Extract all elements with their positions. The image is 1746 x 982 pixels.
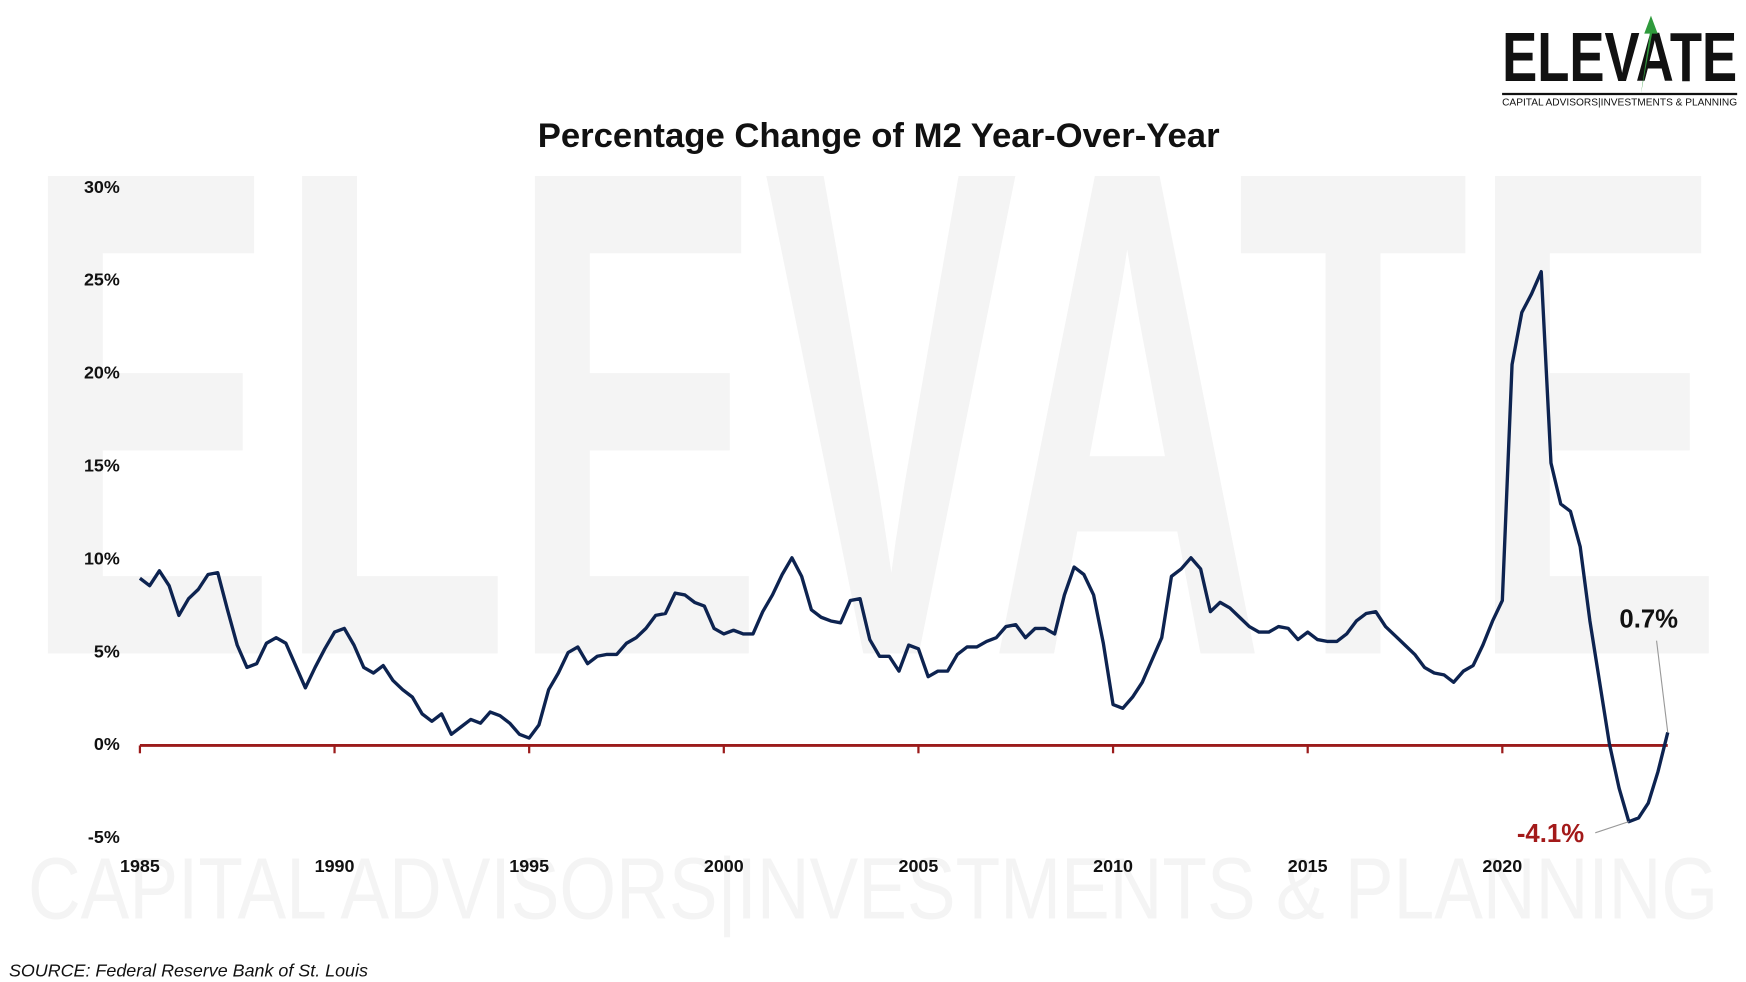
annotation-leader [1595, 821, 1630, 834]
logo-name: ELEVATE [1502, 18, 1737, 96]
annotation-leader [1656, 640, 1669, 733]
x-tick-label: 2015 [1288, 856, 1328, 876]
chart-body: ELEVATE CAPITAL ADVISORS|INVESTMENTS & P… [9, 15, 1737, 980]
x-tick-label: 1985 [120, 856, 160, 876]
x-tick-label: 2005 [899, 856, 939, 876]
annotation: -4.1% [1517, 820, 1584, 848]
x-tick-label: 2000 [704, 856, 744, 876]
watermark-logo: ELEVATE [22, 26, 1723, 801]
logo-tagline: CAPITAL ADVISORS|INVESTMENTS & PLANNING [1502, 98, 1737, 109]
x-tick-label: 2010 [1093, 856, 1133, 876]
y-tick-label: 0% [94, 734, 120, 754]
data-line [138, 269, 1670, 824]
logo-arrow [1640, 15, 1658, 95]
y-tick-label: 20% [84, 363, 120, 383]
y-tick-label: -5% [88, 827, 120, 847]
x-tick-label: 2020 [1482, 856, 1522, 876]
y-tick-label: 10% [84, 548, 120, 568]
chart-title: Percentage Change of M2 Year-Over-Year [538, 117, 1220, 155]
y-tick-label: 30% [84, 177, 120, 197]
annotation: 0.7% [1619, 605, 1678, 633]
y-tick-label: 15% [84, 455, 120, 475]
x-tick-label: 1995 [509, 856, 549, 876]
y-tick-label: 5% [94, 641, 120, 661]
watermark-tagline: CAPITAL ADVISORS|INVESTMENTS & PLANNING [28, 840, 1718, 938]
x-tick-label: 1990 [315, 856, 355, 876]
y-tick-label: 25% [84, 270, 120, 290]
source-note: SOURCE: Federal Reserve Bank of St. Loui… [9, 960, 368, 980]
